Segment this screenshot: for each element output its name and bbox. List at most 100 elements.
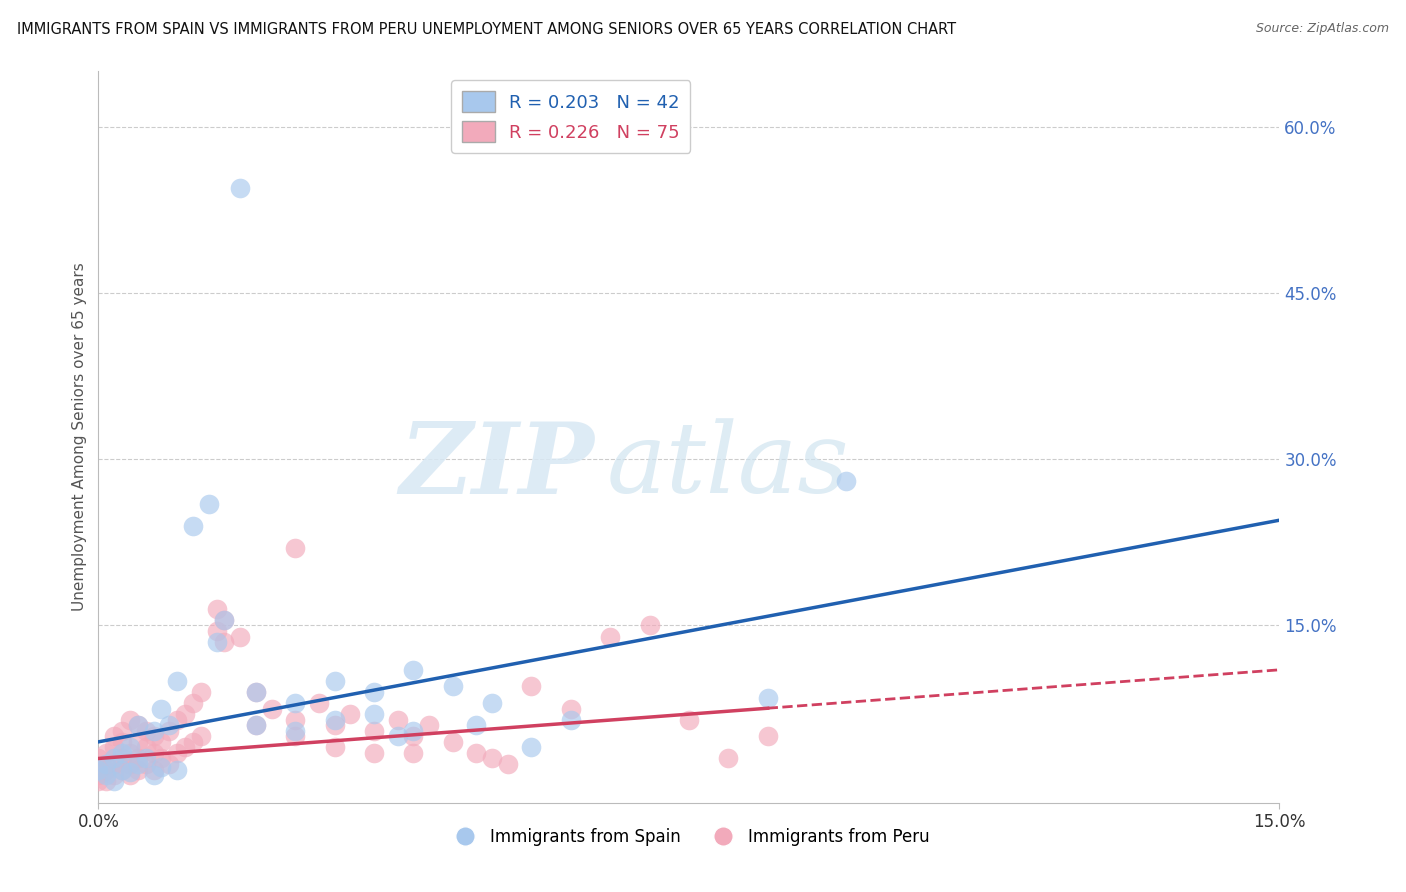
Text: IMMIGRANTS FROM SPAIN VS IMMIGRANTS FROM PERU UNEMPLOYMENT AMONG SENIORS OVER 65: IMMIGRANTS FROM SPAIN VS IMMIGRANTS FROM… bbox=[17, 22, 956, 37]
Point bbox=[111, 735, 134, 749]
Point bbox=[190, 685, 212, 699]
Point bbox=[205, 635, 228, 649]
Point bbox=[127, 751, 149, 765]
Point bbox=[96, 757, 118, 772]
Point bbox=[323, 740, 346, 755]
Point bbox=[118, 746, 141, 760]
Point bbox=[157, 757, 180, 772]
Point bbox=[87, 768, 110, 782]
Point bbox=[96, 768, 118, 782]
Text: Source: ZipAtlas.com: Source: ZipAtlas.com bbox=[1256, 22, 1389, 36]
Point bbox=[418, 718, 440, 732]
Point bbox=[103, 757, 125, 772]
Point bbox=[465, 718, 488, 732]
Point bbox=[118, 757, 141, 772]
Point bbox=[205, 602, 228, 616]
Point bbox=[166, 673, 188, 688]
Point bbox=[118, 713, 141, 727]
Point bbox=[103, 729, 125, 743]
Point bbox=[363, 723, 385, 738]
Point bbox=[157, 718, 180, 732]
Point bbox=[111, 763, 134, 777]
Text: atlas: atlas bbox=[606, 418, 849, 514]
Point bbox=[520, 680, 543, 694]
Point bbox=[166, 763, 188, 777]
Point bbox=[197, 497, 219, 511]
Point bbox=[157, 723, 180, 738]
Point bbox=[103, 768, 125, 782]
Point bbox=[402, 746, 425, 760]
Point bbox=[756, 690, 779, 705]
Text: ZIP: ZIP bbox=[399, 418, 595, 515]
Point bbox=[339, 707, 361, 722]
Point bbox=[308, 696, 330, 710]
Point bbox=[465, 746, 488, 760]
Point bbox=[174, 740, 197, 755]
Point bbox=[260, 701, 283, 715]
Point bbox=[245, 685, 267, 699]
Point bbox=[387, 713, 409, 727]
Point bbox=[174, 707, 197, 722]
Point bbox=[229, 180, 252, 194]
Point bbox=[323, 713, 346, 727]
Point bbox=[135, 723, 157, 738]
Point bbox=[190, 729, 212, 743]
Point bbox=[150, 760, 173, 774]
Point bbox=[214, 613, 236, 627]
Point bbox=[96, 746, 118, 760]
Point bbox=[599, 630, 621, 644]
Y-axis label: Unemployment Among Seniors over 65 years: Unemployment Among Seniors over 65 years bbox=[72, 263, 87, 611]
Point bbox=[441, 735, 464, 749]
Point bbox=[363, 685, 385, 699]
Point bbox=[87, 751, 110, 765]
Point bbox=[87, 763, 110, 777]
Point bbox=[284, 541, 307, 555]
Point bbox=[96, 773, 118, 788]
Point bbox=[166, 746, 188, 760]
Point bbox=[387, 729, 409, 743]
Point bbox=[402, 663, 425, 677]
Point bbox=[284, 723, 307, 738]
Point bbox=[150, 701, 173, 715]
Point bbox=[481, 751, 503, 765]
Point bbox=[402, 729, 425, 743]
Point bbox=[150, 751, 173, 765]
Point bbox=[214, 635, 236, 649]
Point bbox=[127, 718, 149, 732]
Point bbox=[284, 713, 307, 727]
Point bbox=[638, 618, 661, 632]
Point bbox=[284, 729, 307, 743]
Point bbox=[496, 757, 519, 772]
Point bbox=[127, 735, 149, 749]
Point bbox=[111, 746, 134, 760]
Point bbox=[87, 763, 110, 777]
Point bbox=[127, 718, 149, 732]
Point bbox=[560, 701, 582, 715]
Point bbox=[103, 773, 125, 788]
Point bbox=[142, 723, 165, 738]
Point bbox=[142, 746, 165, 760]
Point bbox=[142, 763, 165, 777]
Point bbox=[166, 713, 188, 727]
Point bbox=[96, 763, 118, 777]
Point bbox=[127, 757, 149, 772]
Point bbox=[323, 718, 346, 732]
Point bbox=[111, 751, 134, 765]
Point bbox=[118, 768, 141, 782]
Point bbox=[678, 713, 700, 727]
Point bbox=[205, 624, 228, 638]
Point bbox=[245, 718, 267, 732]
Point bbox=[402, 723, 425, 738]
Point bbox=[142, 768, 165, 782]
Point bbox=[245, 718, 267, 732]
Point bbox=[245, 685, 267, 699]
Point bbox=[520, 740, 543, 755]
Point bbox=[150, 735, 173, 749]
Point bbox=[103, 740, 125, 755]
Point bbox=[142, 729, 165, 743]
Point bbox=[118, 764, 141, 779]
Point bbox=[363, 707, 385, 722]
Point bbox=[127, 763, 149, 777]
Point bbox=[214, 613, 236, 627]
Point bbox=[284, 696, 307, 710]
